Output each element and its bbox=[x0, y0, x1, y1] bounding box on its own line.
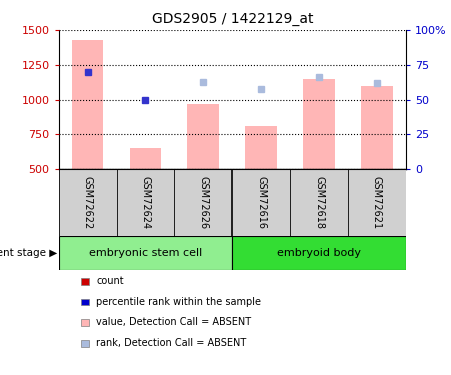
Text: percentile rank within the sample: percentile rank within the sample bbox=[96, 297, 261, 307]
Bar bbox=[129, 148, 161, 169]
Text: GSM72621: GSM72621 bbox=[372, 176, 382, 230]
Bar bbox=[72, 40, 103, 169]
Text: GSM72616: GSM72616 bbox=[256, 176, 266, 229]
Text: value, Detection Call = ABSENT: value, Detection Call = ABSENT bbox=[96, 318, 251, 327]
Text: GSM72618: GSM72618 bbox=[314, 176, 324, 229]
Text: count: count bbox=[96, 276, 124, 286]
Text: GSM72622: GSM72622 bbox=[83, 176, 92, 230]
Bar bbox=[232, 236, 406, 270]
Bar bbox=[188, 104, 219, 169]
Bar bbox=[59, 236, 232, 270]
Bar bbox=[303, 79, 335, 169]
Text: embryoid body: embryoid body bbox=[277, 248, 361, 258]
Text: GSM72624: GSM72624 bbox=[140, 176, 151, 230]
Bar bbox=[245, 126, 277, 169]
Title: GDS2905 / 1422129_at: GDS2905 / 1422129_at bbox=[152, 12, 313, 26]
Bar bbox=[361, 86, 393, 169]
Text: development stage ▶: development stage ▶ bbox=[0, 248, 57, 258]
Text: GSM72626: GSM72626 bbox=[198, 176, 208, 230]
Text: rank, Detection Call = ABSENT: rank, Detection Call = ABSENT bbox=[96, 338, 246, 348]
Text: embryonic stem cell: embryonic stem cell bbox=[89, 248, 202, 258]
